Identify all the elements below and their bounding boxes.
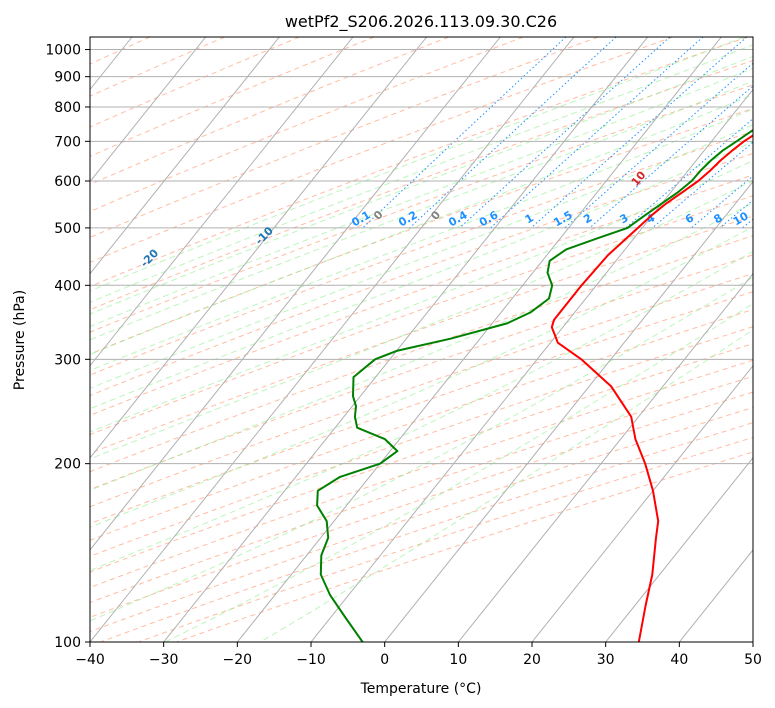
x-tick-label: −40 — [75, 652, 105, 668]
x-tick-label: 40 — [670, 652, 688, 668]
background-lines — [90, 37, 753, 642]
x-axis: −40 −30 −20 −10 0 10 20 30 40 50 — [75, 642, 762, 668]
isotherm — [90, 37, 207, 183]
y-tick-label: 400 — [54, 278, 81, 294]
y-tick-label: 800 — [54, 100, 81, 116]
chart-title: wetPf2_S206.2026.113.09.30.C26 — [285, 12, 557, 32]
y-axis: 1000 900 800 700 600 500 400 300 200 100 — [45, 43, 90, 651]
moist-adiabat — [90, 93, 753, 355]
isotherm — [90, 37, 575, 642]
moist-adiabat — [90, 225, 753, 528]
dry-adiabat — [90, 130, 753, 376]
dry-adiabat — [90, 37, 375, 157]
x-axis-label: Temperature (°C) — [360, 681, 482, 697]
y-tick-label: 700 — [54, 134, 81, 150]
dry-adiabat — [90, 375, 753, 604]
moist-adiabat — [260, 329, 753, 642]
x-tick-label: 10 — [449, 652, 467, 668]
isotherm — [163, 37, 649, 642]
x-tick-label: 0 — [380, 652, 389, 668]
dry-adiabat — [90, 326, 753, 557]
isotherm — [90, 37, 501, 551]
dry-adiabat — [90, 37, 599, 238]
dry-adiabat — [90, 308, 753, 541]
dewpoint-line — [316, 128, 753, 642]
dry-adiabat — [90, 291, 753, 525]
dry-adiabat — [90, 37, 673, 263]
x-tick-label: −30 — [149, 652, 179, 668]
y-tick-label: 500 — [54, 221, 81, 237]
moist-adiabat — [90, 124, 753, 389]
isotherm — [605, 457, 753, 642]
y-tick-label: 600 — [54, 174, 81, 190]
moist-adiabat — [90, 55, 753, 315]
mixing-ratio-line — [652, 141, 753, 229]
x-tick-label: 30 — [597, 652, 615, 668]
isotherm — [384, 180, 753, 642]
y-tick-label: 100 — [54, 635, 81, 651]
y-tick-label: 300 — [54, 352, 81, 368]
moist-adiabat — [90, 250, 753, 572]
moist-adiabat — [90, 180, 753, 460]
dry-adiabat — [90, 152, 753, 397]
isotherm — [90, 37, 428, 459]
plot-frame — [89, 36, 754, 643]
y-tick-label: 900 — [54, 70, 81, 86]
isotherm — [236, 37, 722, 642]
isotherm — [90, 37, 280, 275]
dry-adiabat — [138, 436, 753, 642]
mixing-ratio-line — [459, 37, 671, 229]
moist-adiabat — [90, 67, 753, 328]
dry-adiabat — [90, 37, 748, 288]
dry-adiabat — [90, 359, 753, 588]
isotherm — [310, 88, 753, 642]
isotherm — [531, 364, 753, 642]
y-tick-label: 1000 — [45, 43, 81, 59]
moist-adiabat — [90, 37, 745, 292]
isotherm — [90, 37, 354, 367]
adiabat-labels: 0.10.20.40.611.52346810131620253036-100-… — [138, 168, 751, 270]
x-tick-label: 50 — [744, 652, 762, 668]
moist-adiabat — [90, 80, 753, 341]
y-axis-label: Pressure (hPa) — [12, 290, 28, 390]
moist-adiabat — [90, 276, 753, 622]
x-tick-label: −20 — [223, 652, 253, 668]
sounding-series — [316, 128, 753, 642]
dry-adiabat — [90, 59, 753, 311]
mixing-ratio-line — [564, 62, 753, 229]
y-tick-label: 200 — [54, 457, 81, 473]
x-tick-label: 20 — [523, 652, 541, 668]
isotherm-lines — [90, 37, 753, 642]
x-tick-label: −10 — [296, 652, 326, 668]
moist-adiabat — [90, 108, 753, 372]
dry-adiabat — [90, 406, 753, 633]
moist-adiabat — [90, 44, 753, 303]
pressure-gridlines — [90, 49, 753, 642]
isotherm — [457, 272, 753, 642]
moist-adiabat — [164, 303, 753, 642]
mixing-ratio-line — [490, 37, 704, 229]
temperature-line — [550, 134, 753, 642]
